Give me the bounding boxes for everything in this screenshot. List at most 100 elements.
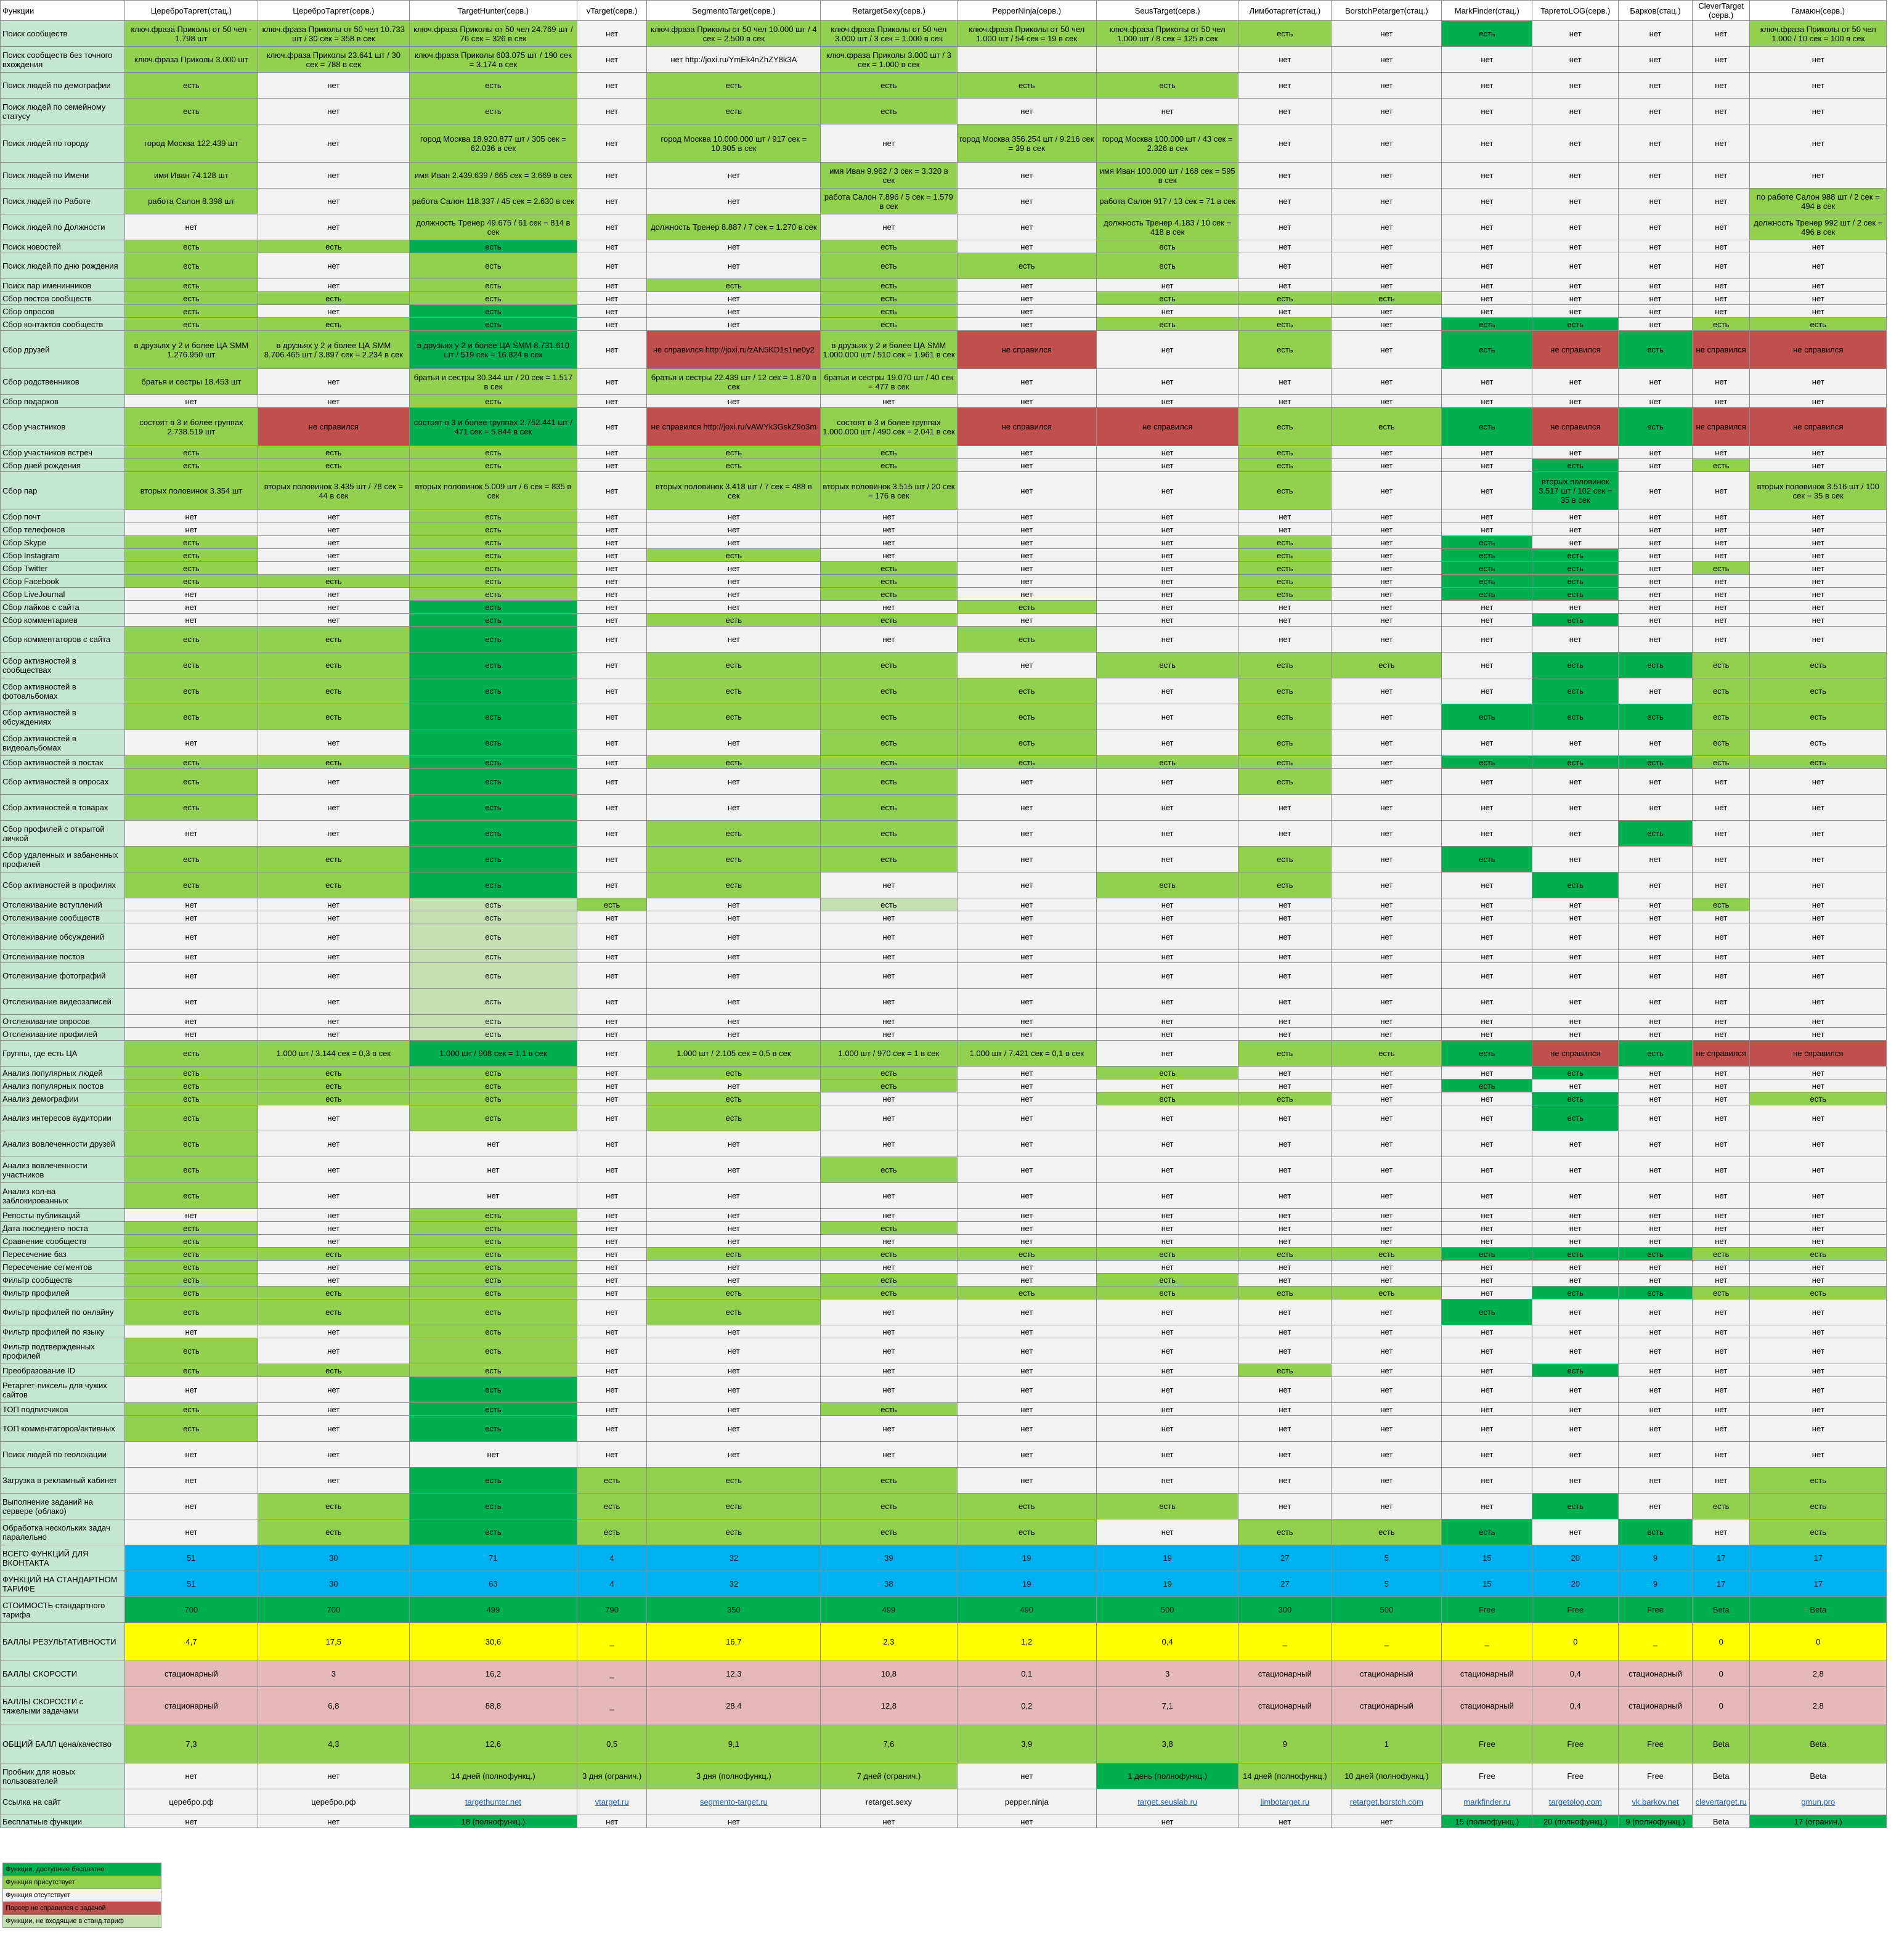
value-cell: нет [1441, 523, 1533, 536]
value-cell: нет [576, 704, 648, 730]
function-name: ОБЩИЙ БАЛЛ цена/качество [0, 1725, 126, 1763]
site-link[interactable]: segmento-target.ru [699, 1797, 768, 1807]
column-header: Гамаюн(серв.) [1749, 0, 1887, 21]
value-cell: есть [409, 794, 577, 821]
value-cell: нет [1618, 535, 1693, 549]
value-cell: нет [1096, 1234, 1239, 1248]
table-row: Сбор активностей в видеоальбомах нет нет ес… [0, 730, 1887, 756]
site-link[interactable]: limbotarget.ru [1260, 1797, 1310, 1807]
function-name: Фильтр профилей по онлайну [0, 1299, 126, 1325]
value-cell: нет [1441, 124, 1533, 163]
site-link[interactable]: targethunter.net [465, 1797, 521, 1807]
value-cell: есть [1096, 291, 1239, 305]
value-cell: нет [257, 950, 410, 963]
value-cell: нет [1618, 613, 1693, 627]
site-link[interactable]: targetolog.com [1548, 1797, 1602, 1807]
function-name: Поиск людей по Должности [0, 214, 126, 240]
value-cell: есть [124, 626, 258, 653]
value-cell: есть [820, 1079, 958, 1092]
value-cell: нет [1441, 1364, 1533, 1377]
value-cell: есть [1618, 704, 1693, 730]
function-name: Сбор Twitter [0, 561, 126, 575]
function-name: Выполнение заданий на сервере (облако) [0, 1493, 126, 1519]
site-link[interactable]: gmun.pro [1801, 1797, 1836, 1807]
value-cell: нет [1691, 1066, 1751, 1080]
value-cell: нет [820, 872, 958, 898]
value-cell: нет [1331, 1079, 1442, 1092]
value-cell: есть [1238, 1040, 1332, 1067]
site-link[interactable]: target.seuslab.ru [1137, 1797, 1198, 1807]
table-row: Сбор Facebook есть есть есть нет нет есть нет не… [0, 574, 1887, 588]
value-cell: нет [1618, 1273, 1693, 1287]
value-cell: нет [1096, 1364, 1239, 1377]
value-cell: нет [956, 1105, 1097, 1131]
value-cell: есть [1441, 317, 1533, 331]
value-cell: нет [576, 1092, 648, 1105]
value-cell: нет [956, 445, 1097, 459]
value-cell: есть [409, 253, 577, 279]
value-cell: нет [124, 1208, 258, 1222]
value-cell: нет [257, 924, 410, 950]
value-cell: нет [820, 600, 958, 614]
value-cell: не справился http://joxi.ru/vAWYk3GskZ9o… [646, 407, 821, 446]
function-name: Сбор опросов [0, 304, 126, 318]
value-cell: 1 день (полнофункц.) [1096, 1763, 1239, 1789]
value-cell: нет [646, 574, 821, 588]
table-row: Сбор участников состоят в 3 и более групп… [0, 407, 1887, 446]
value-cell: нет [1749, 368, 1887, 395]
value-cell: нет [1441, 1260, 1533, 1274]
table-row: Поиск пар именинников есть нет есть нет есть е… [0, 279, 1887, 292]
value-cell: нет [1532, 1273, 1619, 1287]
value-cell: нет [1238, 626, 1332, 653]
value-cell: нет [1238, 1208, 1332, 1222]
value-cell: ключ.фраза Приколы от 50 чел - 1.798 шт [124, 20, 258, 47]
function-name: ВСЕГО ФУНКЦИЙ ДЛЯ ВКОНТАКТА [0, 1545, 126, 1571]
value-cell: нет [576, 820, 648, 847]
value-cell: нет [576, 253, 648, 279]
column-header: MarkFinder(стац.) [1441, 0, 1533, 21]
value-cell: нет [124, 1027, 258, 1041]
value-cell: нет [1691, 846, 1751, 872]
site-link[interactable]: clevertarget.ru [1695, 1797, 1747, 1807]
value-cell: нет [1691, 1260, 1751, 1274]
value-cell: нет [1532, 1519, 1619, 1545]
value-cell: нет [409, 1157, 577, 1183]
value-cell: нет [1238, 613, 1332, 627]
table-row: Пересечение баз есть есть есть нет есть есть ес… [0, 1247, 1887, 1261]
value-cell: нет [1331, 1338, 1442, 1364]
column-header: Лимботаргет(стац.) [1238, 0, 1332, 21]
value-cell: есть [409, 1493, 577, 1519]
value-cell: есть [409, 613, 577, 627]
function-name: Сбор друзей [0, 330, 126, 369]
value-cell: нет [820, 1364, 958, 1377]
value-cell: нет [646, 898, 821, 911]
value-cell: нет [1331, 1493, 1442, 1519]
value-cell: вторых половинок 3.515 шт / 20 сек = 176… [820, 471, 958, 510]
value-cell: нет [576, 1208, 648, 1222]
value-cell: 499 [820, 1596, 958, 1623]
value-cell: 7,1 [1096, 1686, 1239, 1725]
value-cell: нет [576, 652, 648, 678]
value-cell: нет [1331, 846, 1442, 872]
site-link[interactable]: vk.barkov.net [1632, 1797, 1679, 1807]
site-link[interactable]: markfinder.ru [1463, 1797, 1511, 1807]
value-cell: есть [646, 1286, 821, 1299]
site-link[interactable]: retarget.borstch.com [1349, 1797, 1423, 1807]
value-cell: нет [1331, 1092, 1442, 1105]
value-cell: нет [820, 394, 958, 408]
value-cell: есть [1749, 1092, 1887, 1105]
value-cell: есть [1238, 768, 1332, 795]
value-cell: нет [1238, 72, 1332, 99]
value-cell: есть [820, 1519, 958, 1545]
value-cell: нет [1749, 1221, 1887, 1235]
value-cell: нет [956, 240, 1097, 253]
value-cell: нет [1096, 1299, 1239, 1325]
value-cell: стационарный [1331, 1686, 1442, 1725]
value-cell: нет [1749, 548, 1887, 562]
site-link[interactable]: vtarget.ru [595, 1797, 629, 1807]
value-cell: нет [257, 1441, 410, 1468]
value-cell: нет [1532, 820, 1619, 847]
value-cell: нет [576, 1364, 648, 1377]
value-cell: есть [1441, 330, 1533, 369]
value-cell [1096, 46, 1239, 73]
